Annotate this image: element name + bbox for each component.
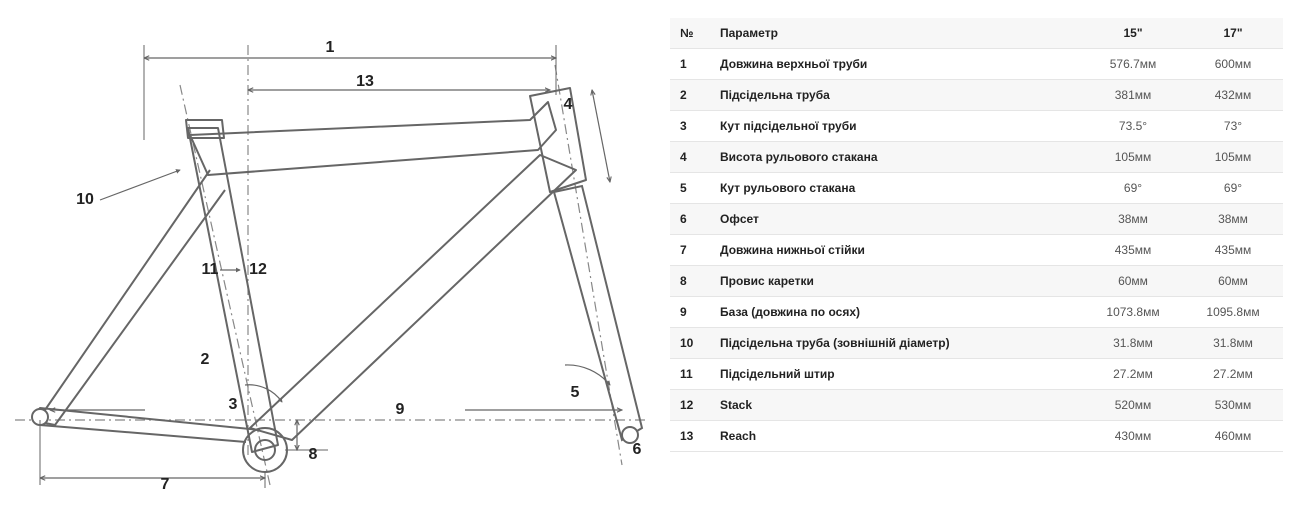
cell-val: 27.2мм: [1183, 359, 1283, 390]
dim-label-8: 8: [309, 446, 318, 464]
cell-num: 5: [670, 173, 710, 204]
cell-param: Висота рульового стакана: [710, 142, 1083, 173]
cell-val: 105мм: [1083, 142, 1183, 173]
cell-val: 381мм: [1083, 80, 1183, 111]
cell-val: 31.8мм: [1083, 328, 1183, 359]
cell-val: 60мм: [1083, 266, 1183, 297]
cell-val: 69°: [1183, 173, 1283, 204]
dim-label-10: 10: [76, 191, 94, 209]
cell-num: 10: [670, 328, 710, 359]
cell-val: 27.2мм: [1083, 359, 1183, 390]
dim-label-3: 3: [229, 396, 238, 414]
cell-num: 9: [670, 297, 710, 328]
cell-val: 1073.8мм: [1083, 297, 1183, 328]
cell-val: 38мм: [1183, 204, 1283, 235]
table-header-row: №Параметр15"17": [670, 18, 1283, 49]
cell-num: 8: [670, 266, 710, 297]
col-num-header: №: [670, 18, 710, 49]
cell-val: 430мм: [1083, 421, 1183, 452]
layout: 1 13 4 10 11 12 2 3 9 5 8 7 6 №Параметр1…: [10, 10, 1283, 500]
cell-num: 11: [670, 359, 710, 390]
cell-param: База (довжина по осях): [710, 297, 1083, 328]
cell-val: 435мм: [1083, 235, 1183, 266]
cell-num: 4: [670, 142, 710, 173]
cell-num: 13: [670, 421, 710, 452]
col-size-0-header: 15": [1083, 18, 1183, 49]
cell-val: 60мм: [1183, 266, 1283, 297]
cell-param: Підсідельна труба (зовнішній діаметр): [710, 328, 1083, 359]
cell-val: 38мм: [1083, 204, 1183, 235]
dim-label-12: 12: [249, 261, 267, 279]
cell-param: Провис каретки: [710, 266, 1083, 297]
cell-val: 520мм: [1083, 390, 1183, 421]
table-row: 3Кут підсідельної труби73.5°73°: [670, 111, 1283, 142]
table-row: 6Офсет38мм38мм: [670, 204, 1283, 235]
cell-val: 576.7мм: [1083, 49, 1183, 80]
table-row: 1Довжина верхньої труби576.7мм600мм: [670, 49, 1283, 80]
cell-num: 12: [670, 390, 710, 421]
table-row: 9База (довжина по осях)1073.8мм1095.8мм: [670, 297, 1283, 328]
cell-num: 6: [670, 204, 710, 235]
dim-label-2: 2: [201, 351, 210, 369]
cell-param: Кут рульового стакана: [710, 173, 1083, 204]
cell-val: 73°: [1183, 111, 1283, 142]
table-row: 5Кут рульового стакана69°69°: [670, 173, 1283, 204]
dim-label-5: 5: [571, 384, 580, 402]
table-row: 4Висота рульового стакана105мм105мм: [670, 142, 1283, 173]
dim-label-1: 1: [326, 39, 335, 57]
cell-val: 105мм: [1183, 142, 1283, 173]
cell-num: 2: [670, 80, 710, 111]
cell-param: Довжина верхньої труби: [710, 49, 1083, 80]
cell-param: Довжина нижньої стійки: [710, 235, 1083, 266]
table-row: 8Провис каретки60мм60мм: [670, 266, 1283, 297]
cell-val: 460мм: [1183, 421, 1283, 452]
cell-param: Підсідельна труба: [710, 80, 1083, 111]
dim-label-6: 6: [633, 441, 642, 459]
dim-label-9: 9: [396, 401, 405, 419]
table-row: 13Reach430мм460мм: [670, 421, 1283, 452]
cell-param: Підсідельний штир: [710, 359, 1083, 390]
geometry-table: №Параметр15"17"1Довжина верхньої труби57…: [670, 18, 1283, 452]
cell-num: 3: [670, 111, 710, 142]
col-size-1-header: 17": [1183, 18, 1283, 49]
geometry-diagram: 1 13 4 10 11 12 2 3 9 5 8 7 6: [10, 10, 650, 500]
cell-val: 1095.8мм: [1183, 297, 1283, 328]
cell-param: Кут підсідельної труби: [710, 111, 1083, 142]
cell-num: 1: [670, 49, 710, 80]
dim-label-13: 13: [356, 73, 374, 91]
table-row: 11Підсідельний штир27.2мм27.2мм: [670, 359, 1283, 390]
frame-diagram-svg: [10, 10, 650, 500]
table-row: 7Довжина нижньої стійки435мм435мм: [670, 235, 1283, 266]
geometry-table-panel: №Параметр15"17"1Довжина верхньої труби57…: [670, 10, 1283, 500]
dim-label-11: 11: [202, 261, 219, 279]
cell-param: Reach: [710, 421, 1083, 452]
table-row: 2Підсідельна труба381мм432мм: [670, 80, 1283, 111]
cell-val: 530мм: [1183, 390, 1283, 421]
cell-val: 435мм: [1183, 235, 1283, 266]
cell-param: Офсет: [710, 204, 1083, 235]
cell-num: 7: [670, 235, 710, 266]
dim-label-7: 7: [161, 476, 170, 494]
cell-val: 69°: [1083, 173, 1183, 204]
col-param-header: Параметр: [710, 18, 1083, 49]
cell-val: 73.5°: [1083, 111, 1183, 142]
dim-label-4: 4: [564, 96, 573, 114]
cell-val: 31.8мм: [1183, 328, 1283, 359]
table-row: 12Stack520мм530мм: [670, 390, 1283, 421]
cell-val: 432мм: [1183, 80, 1283, 111]
table-row: 10Підсідельна труба (зовнішній діаметр)3…: [670, 328, 1283, 359]
cell-param: Stack: [710, 390, 1083, 421]
cell-val: 600мм: [1183, 49, 1283, 80]
